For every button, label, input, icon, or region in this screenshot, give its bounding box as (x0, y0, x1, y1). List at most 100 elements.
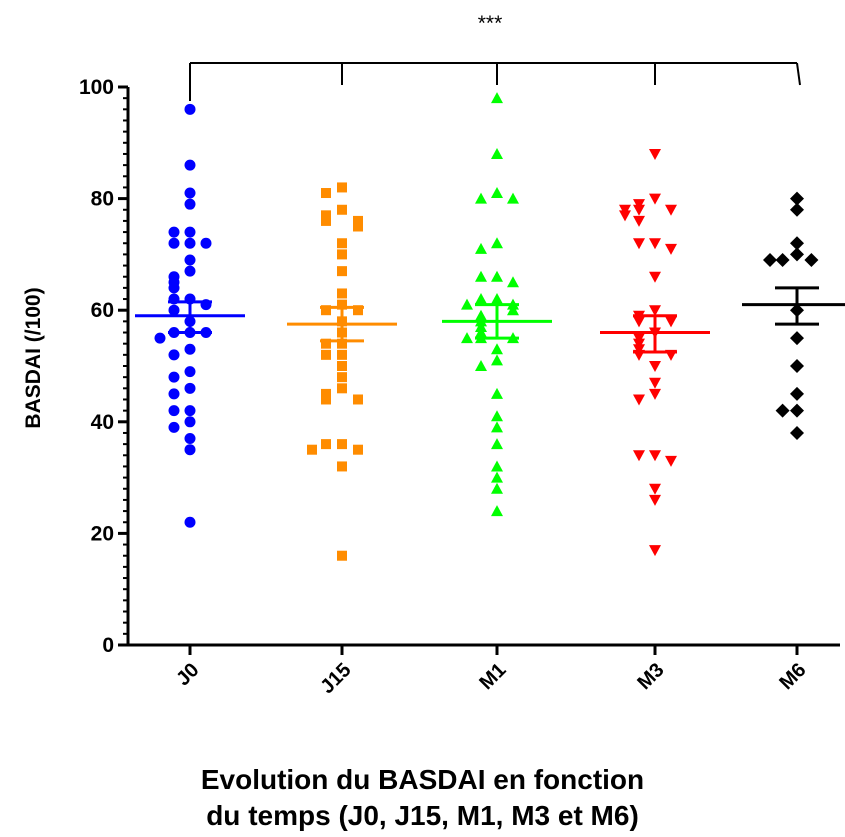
data-point (790, 331, 804, 346)
data-point (353, 305, 363, 316)
data-point (790, 403, 804, 418)
data-point (321, 388, 331, 399)
data-point (168, 226, 180, 238)
data-point (633, 450, 645, 462)
x-tick-label: M6 (775, 659, 810, 694)
data-point (491, 92, 503, 104)
data-point (461, 332, 473, 344)
data-point (491, 505, 503, 517)
data-point (184, 343, 196, 355)
data-point (321, 349, 331, 360)
data-point (633, 316, 645, 328)
data-point (184, 159, 196, 171)
data-point (491, 387, 503, 399)
y-tick-label: 0 (102, 634, 114, 657)
data-point (491, 438, 503, 450)
data-point (619, 204, 631, 216)
data-point (337, 266, 347, 277)
data-point (337, 338, 347, 349)
x-tick-label: J0 (172, 659, 203, 690)
data-point (168, 421, 180, 433)
significance-bracket (189, 62, 801, 101)
y-axis: 0 20 40 60 80 100 (79, 76, 130, 657)
data-point (337, 249, 347, 260)
data-point (168, 371, 180, 383)
data-point (337, 361, 347, 371)
significance-label: *** (478, 12, 503, 35)
data-point (491, 147, 503, 159)
data-point (507, 276, 519, 288)
data-point (168, 349, 180, 361)
data-point (184, 226, 196, 238)
x-tick-label: M1 (475, 659, 510, 694)
x-axis-title-line-2: du temps (J0, J15, M1, M3 et M6) (206, 800, 639, 831)
data-point (168, 237, 180, 249)
data-point (649, 388, 661, 400)
data-point (491, 187, 503, 199)
data-point (321, 215, 331, 226)
data-point (491, 471, 503, 483)
data-point (790, 425, 804, 440)
data-point (633, 238, 645, 250)
data-point (649, 483, 661, 495)
data-point (649, 193, 661, 205)
data-point (475, 309, 487, 321)
data-point (184, 254, 196, 266)
x-tick-label: J15 (316, 659, 355, 698)
data-point (491, 270, 503, 282)
data-point (475, 320, 487, 332)
data-point (321, 188, 331, 199)
data-point (475, 326, 487, 338)
data-point (307, 444, 317, 455)
data-point (353, 444, 363, 455)
data-point (184, 366, 196, 378)
data-point (491, 293, 503, 305)
data-point (184, 237, 196, 249)
data-point (491, 410, 503, 422)
data-point (337, 299, 347, 310)
data-point (475, 242, 487, 254)
data-point (665, 316, 677, 328)
data-point (491, 421, 503, 433)
data-point (665, 243, 677, 255)
data-point (321, 394, 331, 405)
data-point (321, 210, 331, 221)
data-point (790, 202, 804, 217)
data-point (475, 192, 487, 204)
data-point (337, 204, 347, 215)
data-point (491, 343, 503, 355)
data-point (337, 182, 347, 193)
data-point (200, 237, 212, 249)
data-point (321, 338, 331, 349)
data-point (184, 187, 196, 199)
data-point (337, 550, 347, 561)
data-point (633, 394, 645, 406)
data-point (649, 361, 661, 372)
data-point (649, 377, 661, 389)
data-point (775, 252, 790, 267)
data-point (337, 439, 347, 450)
data-point (633, 199, 645, 211)
data-point (353, 221, 363, 232)
x-tick-label: M3 (633, 659, 668, 694)
data-point (168, 388, 180, 400)
data-point (633, 338, 645, 350)
data-point (649, 148, 661, 160)
data-point (790, 236, 804, 251)
x-axis-title-line-1: Evolution du BASDAI en fonction (200, 764, 645, 795)
data-points (154, 92, 819, 561)
y-tick-label: 20 (91, 522, 114, 545)
data-point (491, 354, 503, 366)
mean-sem-bars (135, 286, 845, 354)
data-point (633, 215, 645, 227)
data-point (168, 304, 180, 316)
data-point (790, 386, 804, 401)
data-point (184, 198, 196, 210)
data-point (184, 516, 196, 528)
data-point (649, 271, 661, 283)
data-point (507, 304, 519, 316)
data-point (649, 450, 661, 462)
data-point (337, 383, 347, 394)
data-point (337, 349, 347, 360)
